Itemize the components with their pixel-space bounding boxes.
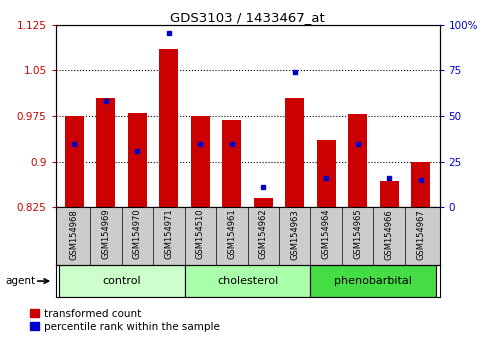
Bar (97, 98, 115, 207)
Legend: transformed count, percentile rank within the sample: transformed count, percentile rank withi… (29, 308, 221, 332)
Text: phenobarbital: phenobarbital (335, 276, 412, 286)
Bar (317, 140, 336, 207)
Bar (285, 98, 304, 207)
Bar (380, 181, 398, 207)
Title: GDS3103 / 1433467_at: GDS3103 / 1433467_at (170, 11, 325, 24)
Text: GSM154962: GSM154962 (259, 209, 268, 259)
Bar (185, 265, 311, 297)
Bar (159, 49, 178, 207)
Text: agent: agent (6, 276, 36, 286)
Bar (348, 114, 367, 207)
Text: GSM154963: GSM154963 (290, 209, 299, 259)
Text: GSM154966: GSM154966 (384, 209, 394, 259)
Text: GSM154967: GSM154967 (416, 209, 425, 259)
Bar (311, 265, 436, 297)
Bar (59, 265, 185, 297)
Bar (128, 113, 147, 207)
Text: cholesterol: cholesterol (217, 276, 278, 286)
Text: GSM154965: GSM154965 (353, 209, 362, 259)
Bar (254, 198, 273, 207)
Bar (411, 161, 430, 207)
Text: GSM154510: GSM154510 (196, 209, 205, 259)
Bar (65, 116, 84, 207)
Text: GSM154971: GSM154971 (164, 209, 173, 259)
Text: GSM154968: GSM154968 (70, 209, 79, 259)
Bar (222, 120, 241, 207)
Text: GSM154969: GSM154969 (101, 209, 111, 259)
Bar (191, 116, 210, 207)
Text: GSM154964: GSM154964 (322, 209, 331, 259)
Text: control: control (102, 276, 141, 286)
Text: GSM154970: GSM154970 (133, 209, 142, 259)
Text: GSM154961: GSM154961 (227, 209, 236, 259)
